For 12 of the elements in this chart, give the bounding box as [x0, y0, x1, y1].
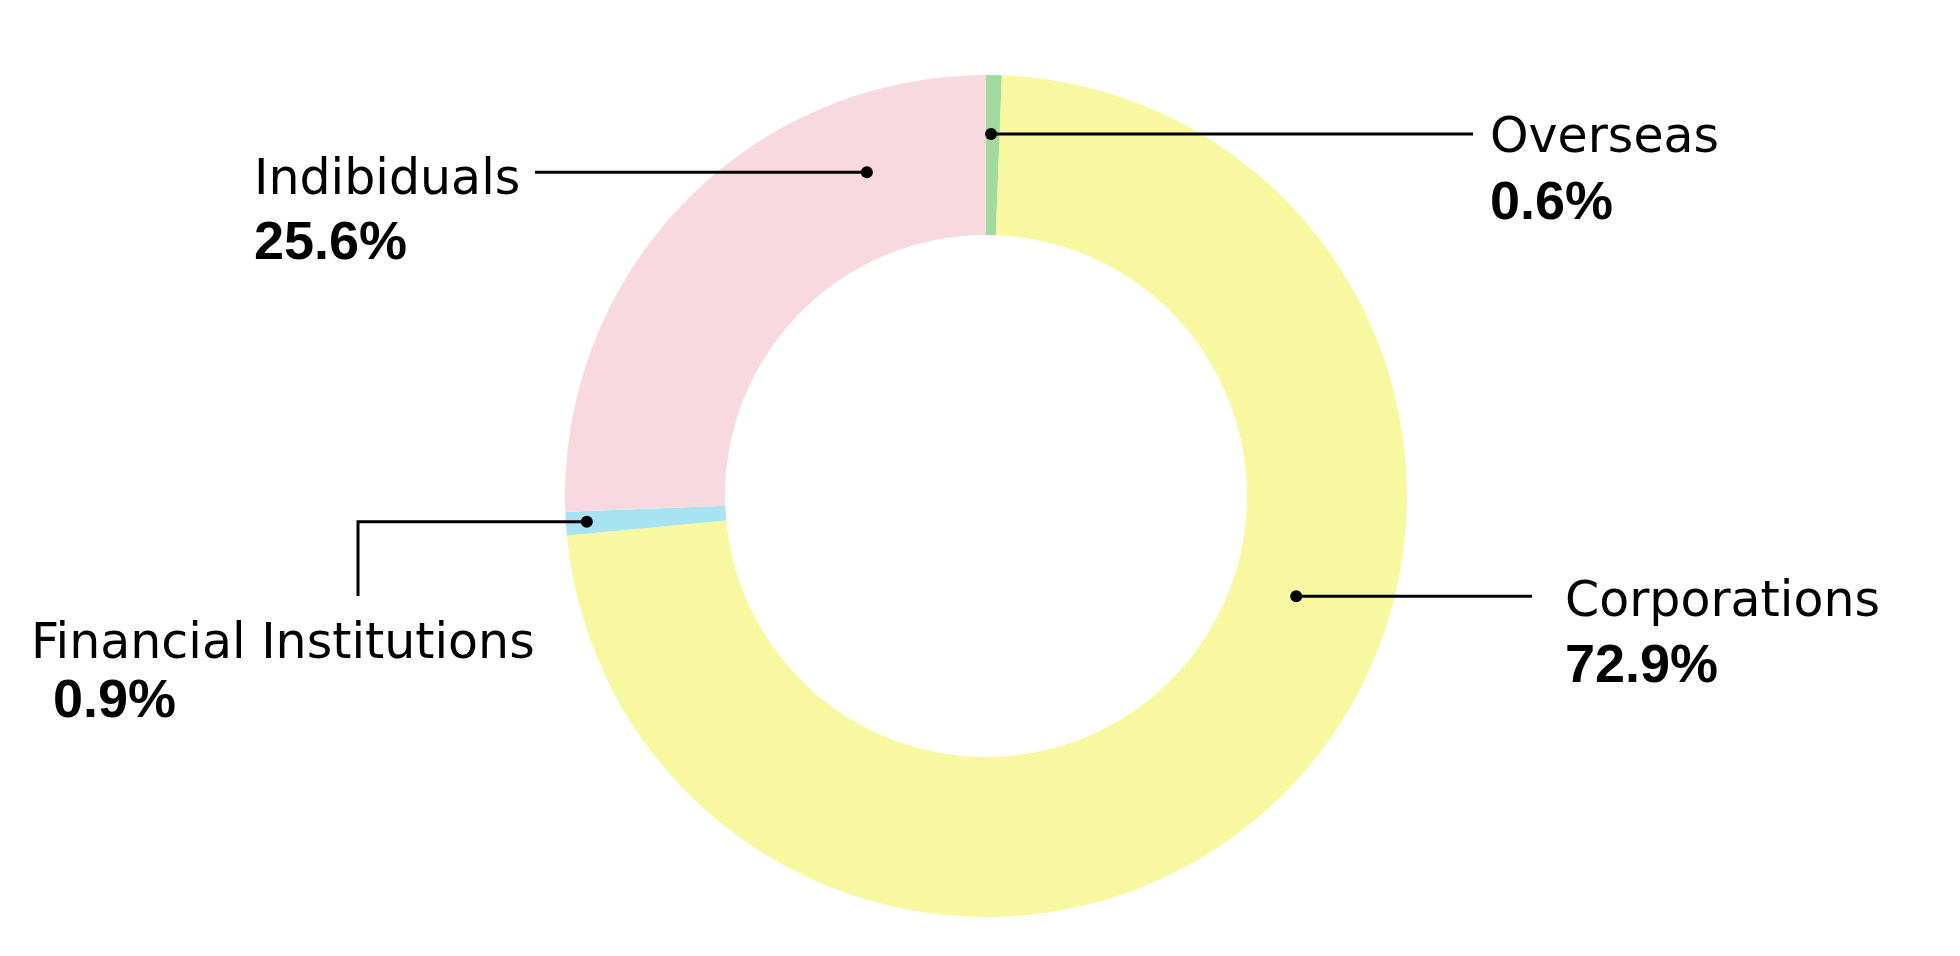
- donut-slice: [986, 75, 1002, 236]
- data-label: 25.6%: [254, 210, 408, 270]
- slice-label: Overseas: [1490, 107, 1720, 164]
- slice-label: Financial Institutions: [31, 613, 535, 670]
- donut-slice: [565, 505, 727, 536]
- slice-label: Corporations: [1565, 571, 1880, 628]
- donut-slice: [565, 75, 986, 512]
- data-label: 0.6%: [1490, 170, 1614, 230]
- data-label: 72.9%: [1565, 633, 1719, 693]
- donut-slice: [566, 75, 1407, 917]
- slice-label: Indibiduals: [254, 149, 521, 206]
- data-label: 0.9%: [53, 668, 177, 728]
